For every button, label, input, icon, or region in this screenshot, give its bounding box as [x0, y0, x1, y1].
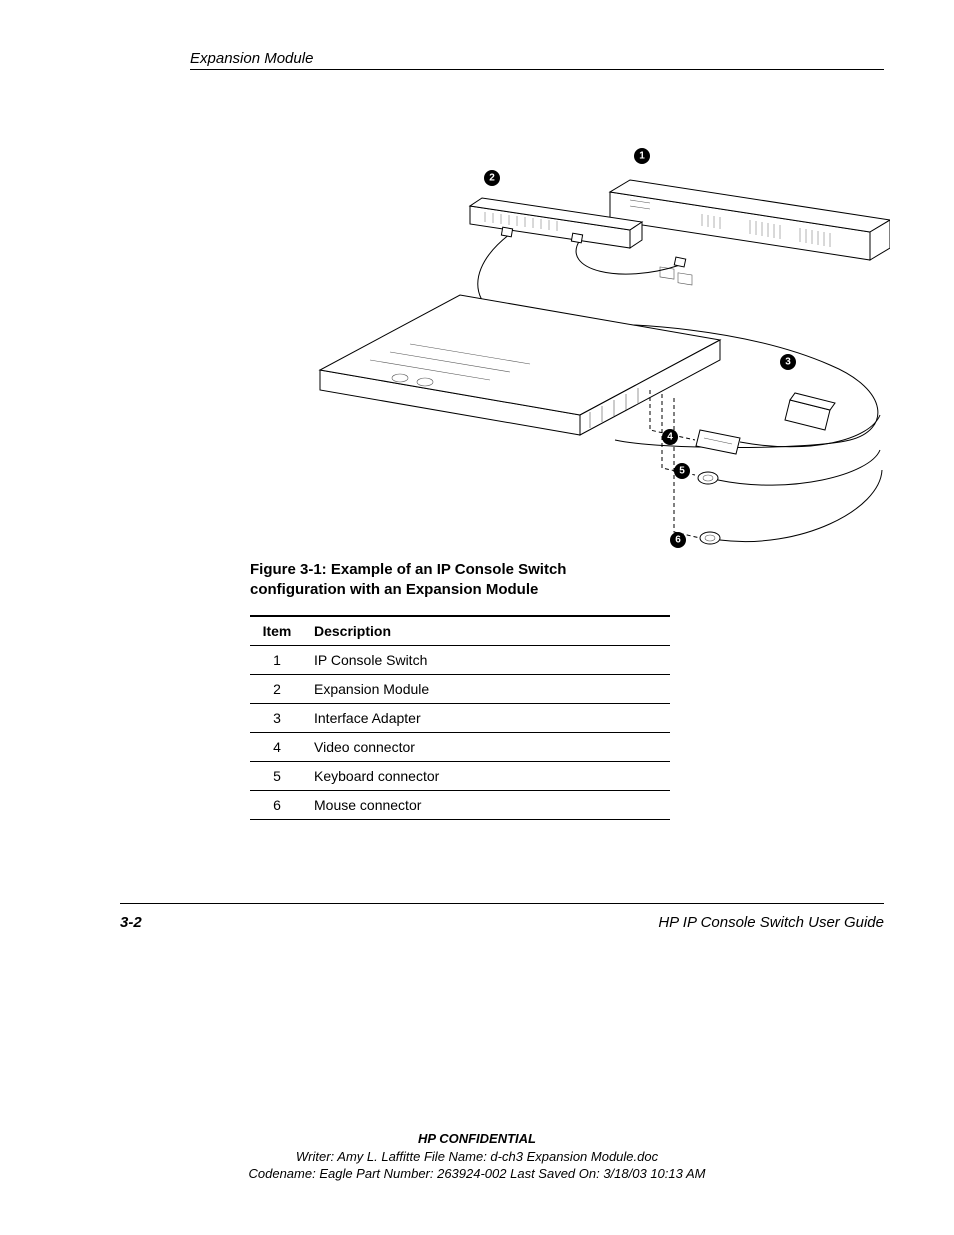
interface-adapter	[785, 393, 835, 430]
keyboard-connector	[698, 472, 718, 484]
callout-num-3: 3	[785, 357, 791, 368]
cell-item: 5	[250, 761, 310, 790]
table-row: 4Video connector	[250, 732, 670, 761]
table-row: 3Interface Adapter	[250, 703, 670, 732]
col-item: Item	[250, 616, 310, 646]
table-row: 6Mouse connector	[250, 790, 670, 819]
figure-caption: Figure 3-1: Example of an IP Console Swi…	[250, 560, 754, 601]
cell-description: Interface Adapter	[310, 703, 670, 732]
server-chassis	[320, 295, 720, 435]
cell-item: 4	[250, 732, 310, 761]
table-row: 1IP Console Switch	[250, 645, 670, 674]
mouse-connector	[700, 532, 720, 544]
confidential-block: HP CONFIDENTIAL Writer: Amy L. Laffitte …	[0, 1130, 954, 1183]
cell-description: IP Console Switch	[310, 645, 670, 674]
ip-console-switch	[610, 180, 890, 285]
header-title: Expansion Module	[190, 50, 884, 67]
callout-num-5: 5	[679, 466, 685, 477]
cell-description: Keyboard connector	[310, 761, 670, 790]
callout-num-6: 6	[675, 535, 681, 546]
callout-num-1: 1	[639, 151, 645, 162]
figure-diagram: 1 2 3 4 5 6	[250, 130, 890, 550]
cell-item: 6	[250, 790, 310, 819]
footer-rule	[120, 903, 884, 904]
header-rule	[190, 69, 884, 70]
confidential-line2: Codename: Eagle Part Number: 263924-002 …	[0, 1165, 954, 1183]
cell-item: 1	[250, 645, 310, 674]
video-connector	[696, 430, 740, 454]
callout-num-2: 2	[489, 173, 495, 184]
caption-line1: Figure 3-1: Example of an IP Console Swi…	[250, 561, 566, 578]
confidential-line1: Writer: Amy L. Laffitte File Name: d-ch3…	[0, 1148, 954, 1166]
cell-description: Video connector	[310, 732, 670, 761]
cell-item: 3	[250, 703, 310, 732]
legend-table: Item Description 1IP Console Switch2Expa…	[250, 615, 670, 820]
cell-description: Expansion Module	[310, 674, 670, 703]
confidential-title: HP CONFIDENTIAL	[0, 1130, 954, 1148]
footer-page-number: 3-2	[120, 914, 142, 931]
footer-book-title: HP IP Console Switch User Guide	[658, 914, 884, 931]
col-description: Description	[310, 616, 670, 646]
callout-num-4: 4	[667, 432, 673, 443]
caption-line2: configuration with an Expansion Module	[250, 581, 538, 598]
cell-description: Mouse connector	[310, 790, 670, 819]
table-row: 2Expansion Module	[250, 674, 670, 703]
table-row: 5Keyboard connector	[250, 761, 670, 790]
cell-item: 2	[250, 674, 310, 703]
